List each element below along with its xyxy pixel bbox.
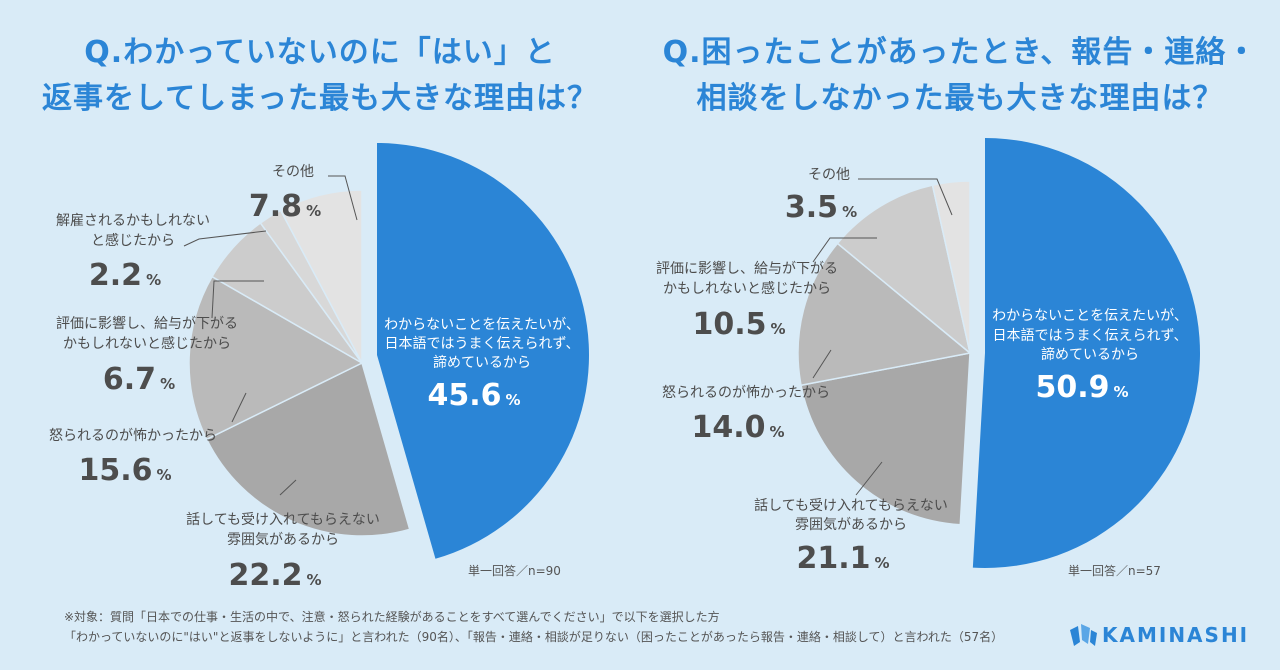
slice-0-label-line-1: 日本語ではうまく伝えられず、 (384, 336, 579, 352)
kaminashi-logo: KAMINASHI (1068, 622, 1249, 648)
footnote-line-1: ※対象：質問「日本での仕事・生活の中で、注意・怒られた経験があることをすべて選ん… (64, 610, 720, 624)
sample-note-right: 単一回答／n=57 (1068, 564, 1161, 578)
pie-slice-4 (931, 180, 971, 354)
slice-4-leader-line (183, 230, 267, 247)
slice-1-leader-line (279, 479, 297, 496)
slice-3-value: 6.7% (103, 362, 175, 397)
slice-5-leader-line (328, 175, 358, 221)
slice-0-label-line-2: 諦めているから (1041, 346, 1139, 363)
pie-chart-right: わからないことを伝えたいが、日本語ではうまく伝えられず、諦めているから 50.9%… (656, 138, 1201, 576)
title-left-line-1: Q.わかっていないのに「はい」と (84, 35, 556, 70)
survey-footnote: ※対象：質問「日本での仕事・生活の中で、注意・怒られた経験があることをすべて選ん… (64, 607, 1003, 647)
slice-1-label-line-1: 雰囲気があるから (227, 532, 339, 548)
slice-2-unit: % (157, 466, 172, 484)
slice-2-leader-line (231, 392, 247, 423)
title-left-line-2: 返事をしてしまった最も大きな理由は？ (42, 81, 598, 116)
slice-3-label-line-1: かもしれないと感じたから (63, 335, 231, 352)
slice-4-value: 2.2% (89, 258, 161, 293)
slice-3-label-line-1: かもしれないと感じたから (663, 280, 831, 297)
slice-3-label-line-0: 評価に影響し、給与が下がる (56, 315, 238, 332)
slice-2-value: 14.0% (691, 410, 784, 445)
chart-title-left: Q.わかっていないのに「はい」と 返事をしてしまった最も大きな理由は？ (10, 30, 630, 122)
slice-3-unit: % (160, 375, 175, 393)
slice-0-label-line-2: 諦めているから (433, 354, 531, 371)
slice-2-label-line-0: 怒られるのが怖かったから (662, 384, 830, 401)
slice-3-label-line-0: 評価に影響し、給与が下がる (656, 260, 838, 277)
slice-2-leader-line (812, 349, 832, 379)
sample-note-left: 単一回答／n=90 (468, 564, 561, 578)
slice-1-label-line-0: 話しても受け入れてもらえない (186, 511, 380, 528)
chart-title-right: Q.困ったことがあったとき、報告・連絡・ 相談をしなかった最も大きな理由は？ (650, 30, 1270, 122)
slice-4-unit: % (842, 203, 857, 221)
slice-4-label-line-0: その他 (808, 167, 850, 183)
slice-1-label-line-0: 話しても受け入れてもらえない (754, 497, 948, 514)
title-right-line-2: 相談をしなかった最も大きな理由は？ (696, 81, 1224, 116)
slice-2-value: 15.6% (78, 453, 171, 488)
footnote-line-2: 「わかっていないのに"はい"と返事をしないように」と言われた（90名）、「報告・… (64, 630, 1004, 644)
slice-4-leader-line (858, 178, 953, 216)
pie-slice-0 (972, 138, 1201, 568)
brand-name: KAMINASHI (1102, 623, 1250, 647)
slice-5-value: 7.8% (249, 189, 321, 224)
slice-0-label-line-0: わからないことを伝えたいが、 (384, 317, 580, 333)
slice-3-leader-line (211, 280, 264, 319)
slice-5-unit: % (306, 202, 321, 220)
slice-4-label-line-1: と感じたから (91, 232, 175, 249)
pie-slice-2 (188, 275, 364, 441)
slice-4-unit: % (146, 271, 161, 289)
pie-slice-0 (377, 143, 589, 559)
slice-3-value: 10.5% (692, 307, 785, 342)
pie-chart-left: わからないことを伝えたいが、日本語ではうまく伝えられず、諦めているから45.6%… (49, 143, 589, 593)
title-right-line-1: Q.困ったことがあったとき、報告・連絡・ (662, 35, 1258, 70)
pie-slice-1 (205, 361, 411, 537)
pie-slice-3 (836, 184, 972, 355)
slice-0-value: 50.9% (1035, 370, 1128, 405)
kaminashi-logo-icon (1070, 624, 1097, 646)
slice-1-value: 22.2% (228, 558, 321, 593)
slice-1-unit: % (307, 571, 322, 589)
slice-0-label-line-0: わからないことを伝えたいが、 (992, 308, 1188, 324)
pie-slice-1 (800, 352, 971, 526)
slice-0-unit: % (506, 391, 521, 409)
slice-5-label-line-0: その他 (272, 164, 314, 180)
pie-slice-5 (279, 189, 363, 364)
slice-0-unit: % (1114, 383, 1129, 401)
slice-4-label-line-0: 解雇されるかもしれない (56, 212, 210, 229)
slice-3-unit: % (771, 320, 786, 338)
slice-1-unit: % (875, 554, 890, 572)
pie-slice-2 (797, 242, 972, 387)
slice-1-value: 21.1% (796, 541, 889, 576)
slice-1-leader-line (855, 461, 883, 496)
slice-3-leader-line (812, 237, 877, 263)
slice-2-label-line-0: 怒られるのが怖かったから (49, 427, 217, 444)
slice-2-unit: % (770, 423, 785, 441)
slice-1-label-line-1: 雰囲気があるから (795, 517, 907, 533)
slice-0-label-line-1: 日本語ではうまく伝えられず、 (992, 328, 1187, 344)
slice-4-value: 3.5% (785, 190, 857, 225)
